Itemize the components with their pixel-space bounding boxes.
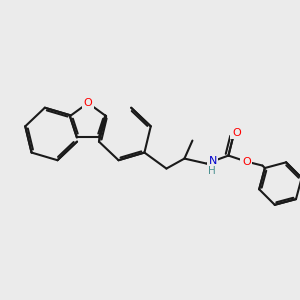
Text: O: O [84, 98, 92, 108]
Text: H: H [208, 166, 216, 176]
Text: O: O [232, 128, 241, 138]
Text: N: N [208, 156, 217, 166]
Text: O: O [242, 157, 251, 166]
